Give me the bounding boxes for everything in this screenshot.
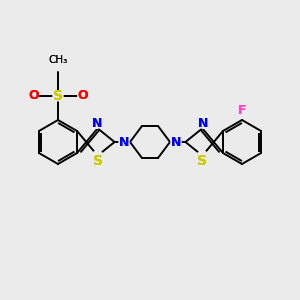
Text: S: S [197,154,207,168]
Circle shape [93,151,103,160]
Text: CH₃: CH₃ [48,55,68,64]
Circle shape [92,118,102,128]
Text: N: N [119,136,129,148]
Circle shape [171,137,181,147]
Circle shape [119,137,129,147]
Text: S: S [197,154,207,168]
Text: O: O [28,89,38,102]
Text: N: N [171,136,181,148]
Circle shape [197,151,207,160]
Text: CH₃: CH₃ [48,55,68,64]
Circle shape [78,91,88,101]
Text: F: F [238,104,246,118]
Text: S: S [53,89,63,103]
Text: O: O [77,89,88,102]
Text: O: O [77,89,88,102]
Text: N: N [198,117,208,130]
Text: N: N [92,117,102,130]
Text: N: N [171,136,181,148]
Circle shape [53,91,63,101]
Text: N: N [198,117,208,130]
Text: S: S [93,154,103,168]
Text: N: N [119,136,129,148]
Circle shape [28,91,38,101]
Circle shape [198,118,208,128]
Text: O: O [28,89,38,102]
Text: S: S [53,89,63,103]
Text: S: S [93,154,103,168]
Text: N: N [92,117,102,130]
Text: F: F [238,104,246,118]
